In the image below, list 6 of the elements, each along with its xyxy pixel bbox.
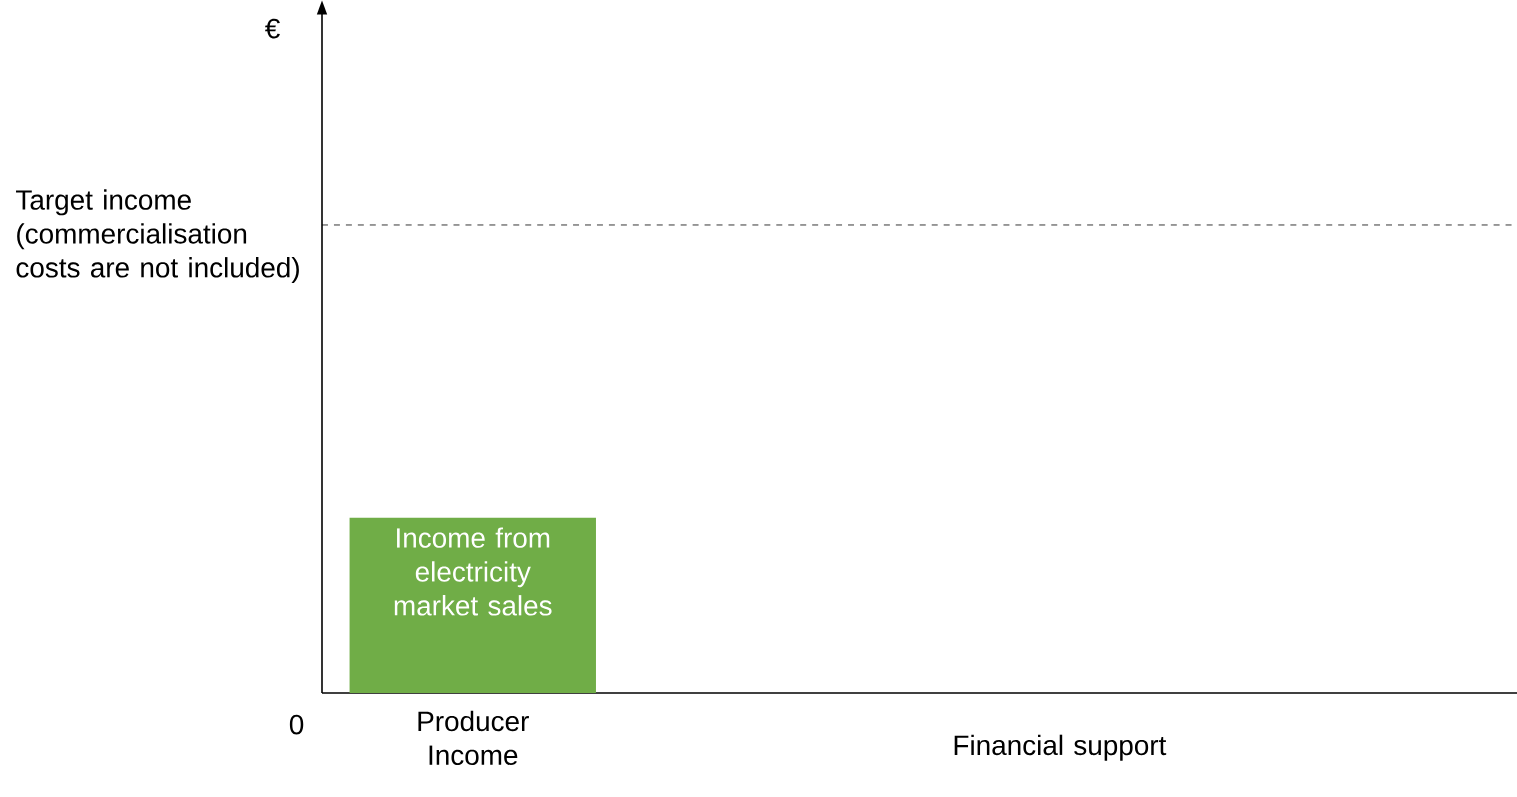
text: 0 (289, 714, 304, 735)
x-tick-label: Producer Income (418, 710, 529, 766)
ref-line-label: Target income (commercialisation costs are not included) (16, 189, 299, 284)
x-tick-label: Financial support (954, 734, 1167, 761)
text: € (265, 18, 280, 39)
series-label: Income from electricity market sales (394, 527, 552, 616)
